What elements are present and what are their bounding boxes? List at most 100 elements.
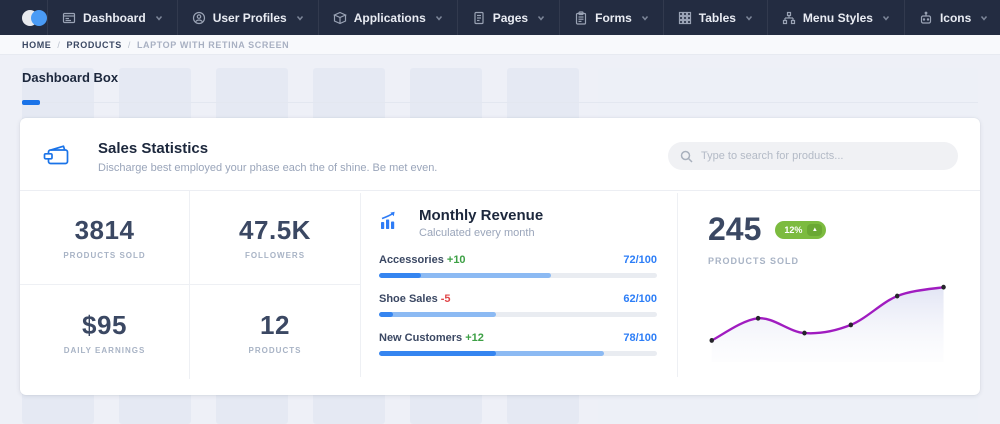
revenue-title: Monthly Revenue bbox=[419, 207, 544, 224]
revenue-subtitle: Calculated every month bbox=[419, 227, 535, 239]
caret-up-icon: ▲ bbox=[807, 223, 823, 236]
stats-grid: 3814 PRODUCTS SOLD 47.5K FOLLOWERS $95 D… bbox=[20, 191, 360, 379]
stat-followers: 47.5K FOLLOWERS bbox=[190, 191, 360, 285]
menu-label: User Profiles bbox=[212, 10, 287, 25]
revenue-row-accessories: Accessories +10 72/100 bbox=[379, 254, 657, 278]
chevron-down-icon bbox=[155, 15, 162, 21]
sparkline-chart bbox=[708, 278, 952, 367]
menu-label: Menu Styles bbox=[802, 10, 873, 25]
page-title: Dashboard Box bbox=[22, 70, 119, 85]
menu-item-tables[interactable]: Tables bbox=[662, 0, 767, 35]
breadcrumb-products[interactable]: PRODUCTS bbox=[66, 39, 122, 50]
box-icon bbox=[332, 11, 347, 24]
menu-label: Applications bbox=[353, 10, 426, 25]
wallet-icon bbox=[42, 142, 72, 174]
progress-bar bbox=[379, 312, 657, 317]
clipboard-icon bbox=[576, 10, 587, 25]
stat-products: 12 PRODUCTS bbox=[190, 285, 360, 379]
robot-icon bbox=[920, 11, 932, 24]
menu-item-dashboard[interactable]: Dashboard bbox=[47, 0, 177, 35]
chevron-down-icon bbox=[981, 15, 988, 21]
sitemap-icon bbox=[782, 11, 796, 24]
chevron-down-icon bbox=[641, 15, 648, 21]
dashboard-icon bbox=[62, 12, 76, 23]
vertical-divider bbox=[360, 193, 361, 377]
breadcrumb-current: LAPTOP WITH RETINA SCREEN bbox=[136, 39, 290, 50]
menu-item-menu-styles[interactable]: Menu Styles bbox=[766, 0, 904, 35]
revenue-row-score: 62/100 bbox=[623, 293, 657, 305]
menu-item-applications[interactable]: Applications bbox=[317, 0, 457, 35]
revenue-row-label: New Customers bbox=[379, 332, 463, 344]
progress-bar bbox=[379, 351, 657, 356]
title-accent-bar bbox=[22, 100, 40, 105]
revenue-titles: Monthly Revenue Calculated every month bbox=[419, 207, 543, 239]
chevron-down-icon bbox=[538, 15, 545, 21]
stat-value: 3814 bbox=[74, 215, 135, 245]
breadcrumb: HOME / PRODUCTS / LAPTOP WITH RETINA SCR… bbox=[0, 35, 1000, 55]
breadcrumb-separator: / bbox=[57, 39, 61, 50]
stat-value: 12 bbox=[260, 309, 290, 340]
menu-label: Icons bbox=[939, 10, 972, 25]
page-icon bbox=[474, 11, 484, 24]
stat-label: FOLLOWERS bbox=[244, 251, 306, 260]
growth-percent: 12% bbox=[784, 224, 803, 235]
revenue-row-label: Accessories bbox=[379, 254, 444, 266]
stat-label: PRODUCTS SOLD bbox=[63, 251, 146, 260]
monthly-revenue-section: Monthly Revenue Calculated every month A… bbox=[361, 191, 677, 379]
search-box[interactable] bbox=[668, 142, 958, 170]
menu-item-pages[interactable]: Pages bbox=[456, 0, 559, 35]
chart-bars-icon bbox=[379, 210, 401, 235]
card-body: 3814 PRODUCTS SOLD 47.5K FOLLOWERS $95 D… bbox=[20, 191, 980, 379]
revenue-row-shoe-sales: Shoe Sales -5 62/100 bbox=[379, 293, 657, 317]
card-title: Sales Statistics bbox=[98, 140, 209, 157]
stat-value: $95 bbox=[82, 309, 127, 340]
search-icon bbox=[680, 150, 693, 163]
card-divider bbox=[20, 190, 980, 191]
revenue-row-delta: +12 bbox=[465, 332, 484, 344]
card-header: Sales Statistics Discharge best employed… bbox=[20, 118, 980, 174]
revenue-row-new-customers: New Customers +12 78/100 bbox=[379, 332, 657, 356]
menu-label: Tables bbox=[698, 10, 736, 25]
revenue-row-label: Shoe Sales bbox=[379, 293, 438, 305]
app-logo[interactable] bbox=[0, 0, 47, 35]
stat-label: DAILY EARNINGS bbox=[63, 345, 146, 355]
logo-circle-blue bbox=[31, 9, 47, 26]
breadcrumb-home[interactable]: HOME bbox=[22, 39, 52, 50]
card-titles: Sales Statistics Discharge best employed… bbox=[98, 140, 668, 174]
revenue-row-score: 78/100 bbox=[623, 332, 657, 344]
menu-label: Dashboard bbox=[83, 10, 146, 25]
stat-products-sold: 3814 PRODUCTS SOLD bbox=[20, 191, 190, 285]
growth-badge: 12% ▲ bbox=[775, 220, 827, 239]
chevron-down-icon bbox=[435, 15, 442, 21]
revenue-header: Monthly Revenue Calculated every month bbox=[379, 207, 657, 239]
revenue-row-delta: +10 bbox=[446, 254, 466, 266]
revenue-row-score: 72/100 bbox=[623, 254, 657, 266]
products-sold-label: PRODUCTS SOLD bbox=[708, 256, 800, 266]
menu-label: Forms bbox=[595, 10, 632, 25]
progress-bar bbox=[379, 273, 657, 278]
stat-value: 47.5K bbox=[239, 215, 311, 245]
sales-statistics-card: Sales Statistics Discharge best employed… bbox=[20, 118, 980, 395]
menu-item-user-profiles[interactable]: User Profiles bbox=[176, 0, 318, 35]
stat-label: PRODUCTS bbox=[248, 345, 302, 355]
page-header: Dashboard Box bbox=[22, 70, 978, 105]
search-input[interactable] bbox=[701, 150, 946, 162]
menu-label: Pages bbox=[492, 10, 529, 25]
menu-item-icons[interactable]: Icons bbox=[903, 0, 1000, 35]
navbar: Dashboard User Profiles Applications Pag… bbox=[0, 0, 1000, 35]
card-subtitle: Discharge best employed your phase each … bbox=[98, 162, 438, 174]
chevron-down-icon bbox=[745, 15, 752, 21]
breadcrumb-separator: / bbox=[127, 39, 131, 50]
user-profile-icon bbox=[192, 11, 205, 24]
grid-icon bbox=[678, 11, 691, 24]
vertical-divider bbox=[677, 193, 678, 377]
chevron-down-icon bbox=[882, 15, 890, 21]
chevron-down-icon bbox=[296, 15, 303, 21]
title-rule bbox=[22, 102, 978, 103]
products-sold-section: 245 12% ▲ PRODUCTS SOLD bbox=[678, 191, 980, 379]
revenue-row-delta: -5 bbox=[440, 293, 451, 305]
products-sold-value: 245 bbox=[708, 211, 762, 247]
menu-item-forms[interactable]: Forms bbox=[559, 0, 663, 35]
main-menu: Dashboard User Profiles Applications Pag… bbox=[47, 0, 1000, 35]
stat-daily-earnings: $95 DAILY EARNINGS bbox=[20, 285, 190, 379]
